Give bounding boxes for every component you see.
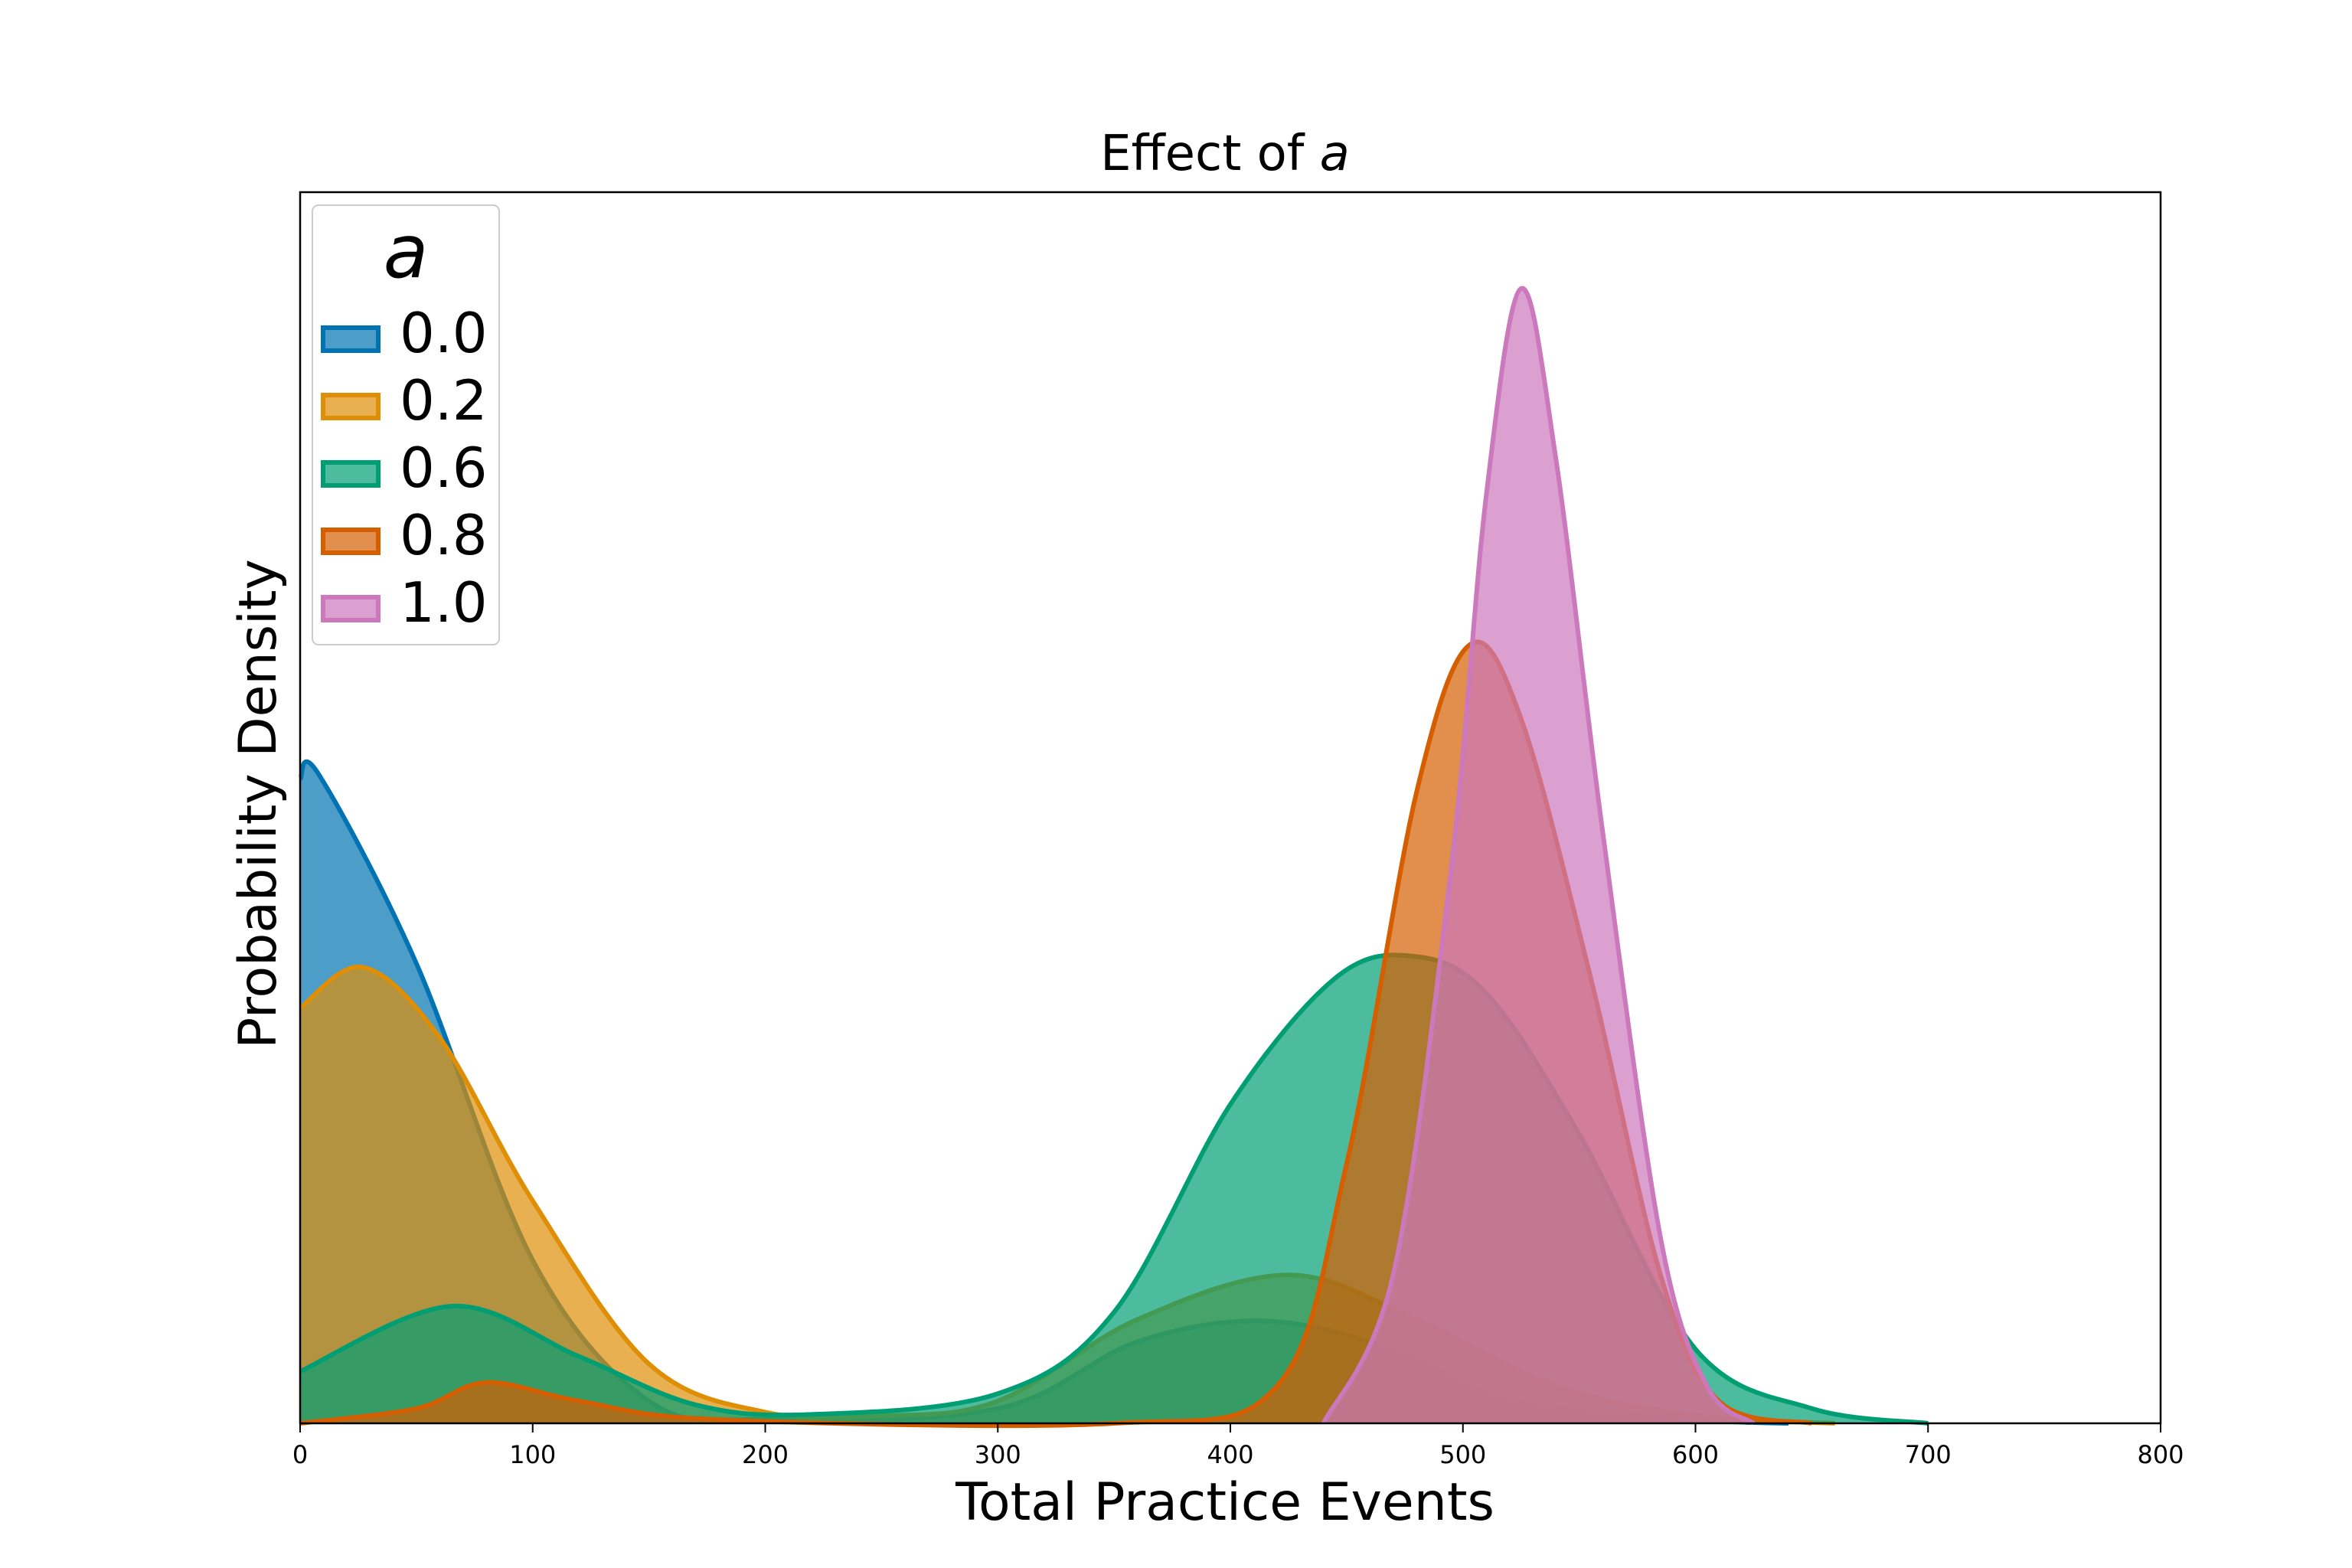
legend: a 0.00.20.60.81.0 [312,204,500,645]
legend-label-1-0: 1.0 [400,570,488,635]
x-tick-label-700: 700 [1905,1440,1952,1469]
x-tick-label-400: 400 [1207,1440,1253,1469]
y-axis-label: Probability Density [228,559,289,1049]
density-areas [298,286,1929,1429]
legend-title: a [384,209,429,295]
legend-swatch-0-8 [321,528,381,555]
legend-label-0-2: 0.2 [400,368,488,433]
legend-label-0-6: 0.6 [400,436,488,500]
x-tick-label-300: 300 [975,1440,1021,1469]
x-tick-label-500: 500 [1439,1440,1486,1469]
legend-swatch-0-2 [321,393,381,420]
x-axis-label: Total Practice Events [955,1472,1494,1533]
x-tick-label-600: 600 [1672,1440,1719,1469]
x-axis-ticks: 0 100 200 300 400 500 600 700 800 [292,1423,2184,1469]
legend-swatch-0-6 [321,460,381,488]
legend-label-0-0: 0.0 [400,301,488,365]
chart-title-text: Effect of [1100,126,1305,182]
chart-title-symbol: a [1320,126,1350,182]
chart-title: Effect of a [1100,126,1350,182]
x-tick-label-800: 800 [2137,1440,2184,1469]
x-tick-label-200: 200 [742,1440,789,1469]
x-tick-label-100: 100 [509,1440,556,1469]
density-area-1-0 [1323,288,1754,1424]
legend-items: 0.00.20.60.81.0 [321,301,488,635]
density-line-1-0 [1321,286,1756,1426]
legend-swatch-1-0 [321,595,381,622]
series-1-0 [1321,286,1756,1426]
x-tick-label-0: 0 [292,1440,308,1469]
legend-label-0-8: 0.8 [400,503,488,567]
legend-swatch-0-0 [321,325,381,353]
